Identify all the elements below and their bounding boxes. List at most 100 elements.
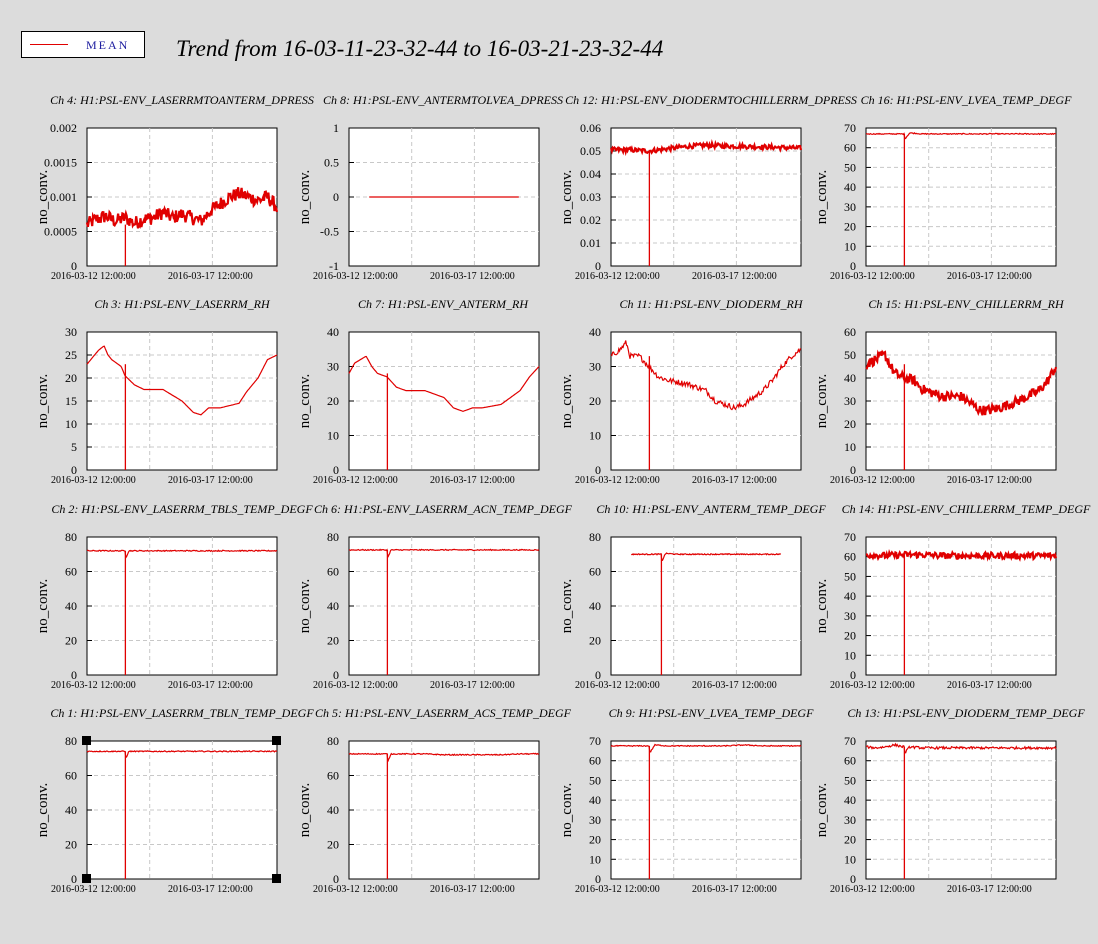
y-tick-label: 0 [595, 872, 601, 886]
y-tick-label: 5 [71, 440, 77, 454]
series-line [865, 549, 1058, 562]
chart-title: Ch 2: H1:PSL-ENV_LASERRM_TBLS_TEMP_DEGF [51, 502, 313, 516]
y-tick-label: 30 [844, 813, 856, 827]
x-tick-label: 2016-03-17 12:00:00 [430, 884, 515, 895]
y-tick-label: 10 [844, 440, 856, 454]
x-tick-label: 2016-03-17 12:00:00 [430, 680, 515, 691]
y-tick-label: 80 [65, 734, 77, 748]
y-tick-label: 40 [327, 599, 339, 613]
y-tick-label: 10 [844, 648, 856, 662]
y-tick-label: 30 [844, 394, 856, 408]
y-tick-label: 0.0015 [44, 156, 77, 170]
main-title: Trend from 16-03-11-23-32-44 to 16-03-21… [176, 36, 664, 61]
y-axis-label: no_conv. [297, 579, 313, 633]
y-tick-label: 30 [589, 813, 601, 827]
y-tick-label: 20 [844, 833, 856, 847]
chart-title: Ch 15: H1:PSL-ENV_CHILLERRM_RH [868, 297, 1065, 311]
y-axis-label: no_conv. [814, 579, 830, 633]
y-tick-label: 0.06 [580, 121, 601, 135]
chart-panel: Ch 15: H1:PSL-ENV_CHILLERRM_RH 0 10 20 30 40 5… [814, 297, 1065, 486]
chart-title: Ch 12: H1:PSL-ENV_DIODERMTOCHILLERRM_DPR… [565, 93, 857, 107]
series-group [865, 742, 1057, 879]
x-tick-label: 2016-03-12 12:00:00 [51, 680, 136, 691]
plot-area [865, 740, 1057, 880]
y-tick-label: 10 [327, 429, 339, 443]
x-tick-label: 2016-03-17 12:00:00 [168, 475, 253, 486]
chart-title: Ch 8: H1:PSL-ENV_ANTERMTOLVEA_DPRESS [323, 93, 563, 107]
chart-panel: Ch 6: H1:PSL-ENV_LASERRM_ACN_TEMP_DEGF02… [297, 502, 573, 691]
y-tick-label: 60 [65, 565, 77, 579]
chart-title: Ch 1: H1:PSL-ENV_LASERRM_TBLN_TEMP_DEGF [50, 706, 314, 720]
chart-title: Ch 16: H1:PSL-ENV_LVEA_TEMP_DEGF [861, 93, 1073, 107]
x-tick-label: 2016-03-17 12:00:00 [692, 884, 777, 895]
y-axis-label: no_conv. [559, 170, 575, 224]
y-tick-label: 50 [844, 569, 856, 583]
x-tick-label: 2016-03-17 12:00:00 [430, 271, 515, 282]
y-tick-label: 20 [589, 833, 601, 847]
series-group [609, 139, 803, 266]
y-tick-label: 0 [850, 259, 856, 273]
chart-title: Ch 5: H1:PSL-ENV_LASERRM_ACS_TEMP_DEGF [315, 706, 572, 720]
y-tick-label: 0.5 [324, 156, 339, 170]
x-tick-label: 2016-03-12 12:00:00 [313, 680, 398, 691]
chart-panel: Ch 4: H1:PSL-ENV_LASERRMTOANTERM_DPRESS 0… [35, 93, 314, 282]
x-tick-label: 2016-03-12 12:00:00 [313, 271, 398, 282]
y-tick-label: 10 [589, 852, 601, 866]
y-tick-label: 30 [844, 609, 856, 623]
y-tick-label: 50 [844, 773, 856, 787]
chart-panel: Ch 5: H1:PSL-ENV_LASERRM_ACS_TEMP_DEGF02… [297, 706, 572, 895]
series-line [865, 742, 1057, 754]
chart-panel: Ch 8: H1:PSL-ENV_ANTERMTOLVEA_DPRESS -1 -0… [297, 93, 563, 282]
legend: MEAN [21, 31, 145, 58]
y-tick-label: 10 [65, 417, 77, 431]
y-tick-label: 40 [327, 803, 339, 817]
x-tick-label: 2016-03-12 12:00:00 [830, 680, 915, 691]
series-group [865, 349, 1058, 470]
y-tick-label: 60 [844, 325, 856, 339]
y-axis-label: no_conv. [35, 579, 51, 633]
y-axis-label: no_conv. [297, 170, 313, 224]
selection-handle [272, 874, 281, 883]
chart-title: Ch 14: H1:PSL-ENV_CHILLERRM_TEMP_DEGF [842, 502, 1091, 516]
y-axis-label: no_conv. [297, 374, 313, 428]
y-tick-label: 0.001 [50, 190, 77, 204]
y-tick-label: 0 [850, 872, 856, 886]
y-tick-label: -1 [329, 259, 339, 273]
x-tick-label: 2016-03-17 12:00:00 [168, 884, 253, 895]
y-tick-label: 60 [844, 550, 856, 564]
y-axis-label: no_conv. [814, 783, 830, 837]
y-tick-label: 0 [333, 190, 339, 204]
y-tick-label: 30 [589, 360, 601, 374]
y-tick-label: 60 [844, 754, 856, 768]
y-tick-label: 0.01 [580, 236, 601, 250]
series-line [86, 549, 278, 560]
chart-title: Ch 13: H1:PSL-ENV_DIODERM_TEMP_DEGF [847, 706, 1085, 720]
chart-title: Ch 7: H1:PSL-ENV_ANTERM_RH [358, 297, 529, 311]
selection-handle [272, 736, 281, 745]
selection-handle [82, 736, 91, 745]
legend-line-swatch [30, 44, 68, 45]
chart-panel: Ch 13: H1:PSL-ENV_DIODERM_TEMP_DEGF 0 10 20… [814, 706, 1085, 895]
y-tick-label: 60 [327, 769, 339, 783]
chart-title: Ch 4: H1:PSL-ENV_LASERRMTOANTERM_DPRESS [50, 93, 314, 107]
chart-panel: Ch 2: H1:PSL-ENV_LASERRM_TBLS_TEMP_DEGF 0… [35, 502, 313, 691]
x-tick-label: 2016-03-17 12:00:00 [947, 680, 1032, 691]
y-tick-label: 0.002 [50, 121, 77, 135]
y-tick-label: 0 [595, 463, 601, 477]
series-line [610, 743, 802, 753]
y-tick-label: 80 [327, 530, 339, 544]
y-tick-label: 0.05 [580, 144, 601, 158]
y-tick-label: 40 [327, 325, 339, 339]
y-axis-label: no_conv. [559, 579, 575, 633]
chart-panel: Ch 16: H1:PSL-ENV_LVEA_TEMP_DEGF 0 10 20 30 4… [814, 93, 1072, 282]
y-tick-label: 70 [844, 121, 856, 135]
y-tick-label: 20 [589, 394, 601, 408]
chart-panel: Ch 3: H1:PSL-ENV_LASERRM_RH 0 5 10 15 20 25 30 2… [35, 297, 278, 486]
y-tick-label: 20 [65, 838, 77, 852]
y-tick-label: 0.04 [580, 167, 601, 181]
chart-panel: Ch 11: H1:PSL-ENV_DIODERM_RH 0 10 20 30 40 201… [559, 297, 804, 486]
x-tick-label: 2016-03-17 12:00:00 [947, 475, 1032, 486]
y-tick-label: 20 [844, 220, 856, 234]
series-line [865, 132, 1057, 140]
